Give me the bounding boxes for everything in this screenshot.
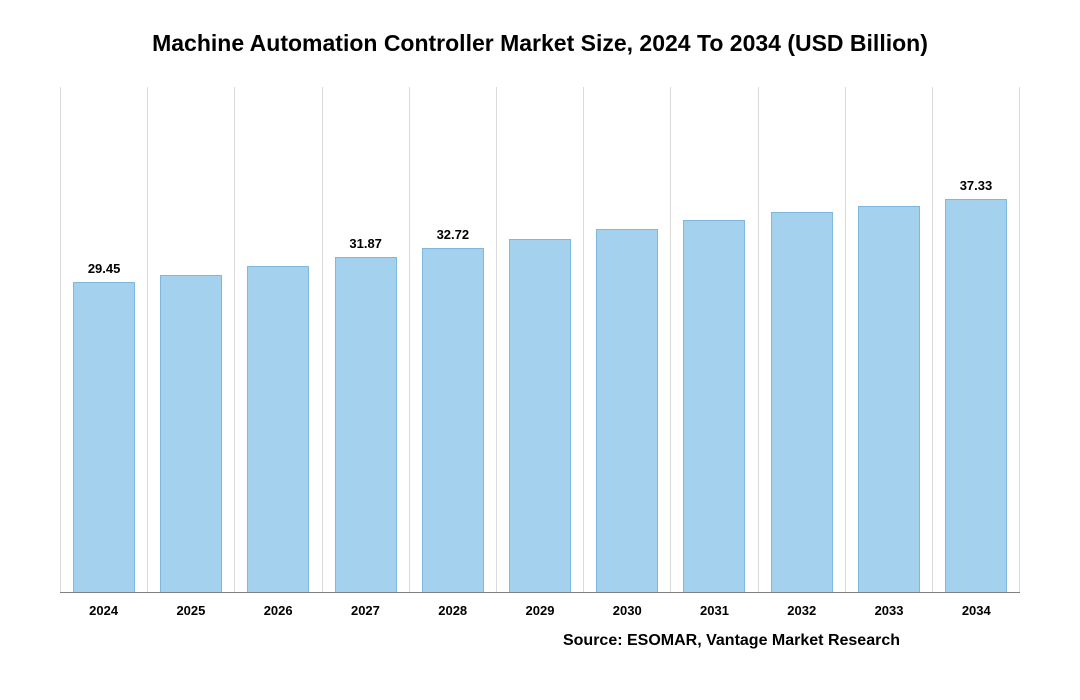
x-axis-label: 2033 <box>845 603 932 618</box>
bar <box>771 212 833 592</box>
x-axis-label: 2034 <box>933 603 1020 618</box>
plot-area: 29.45 31.8732.72 37.33 <box>60 87 1020 593</box>
bar-slot: 31.87 <box>322 87 409 592</box>
bar <box>335 257 397 592</box>
bar-slot <box>670 87 757 592</box>
bar-slot <box>583 87 670 592</box>
bar-slot <box>147 87 234 592</box>
bar <box>945 199 1007 592</box>
bar <box>247 266 309 592</box>
x-axis-labels: 2024202520262027202820292030203120322033… <box>60 603 1020 618</box>
x-axis-label: 2028 <box>409 603 496 618</box>
bar-value-label: 31.87 <box>323 236 409 251</box>
chart-container: Machine Automation Controller Market Siz… <box>0 0 1080 700</box>
bar-slot <box>234 87 321 592</box>
bar <box>596 229 658 592</box>
x-axis-label: 2031 <box>671 603 758 618</box>
bar <box>160 275 222 592</box>
bar <box>73 282 135 592</box>
bar-slot <box>845 87 932 592</box>
bar <box>509 239 571 593</box>
bar-slot: 37.33 <box>932 87 1020 592</box>
bar <box>422 248 484 592</box>
x-axis-label: 2026 <box>235 603 322 618</box>
x-axis-label: 2032 <box>758 603 845 618</box>
bar-value-label: 29.45 <box>61 261 147 276</box>
chart-title: Machine Automation Controller Market Siz… <box>60 30 1020 57</box>
x-axis-label: 2024 <box>60 603 147 618</box>
bar-slot: 29.45 <box>60 87 147 592</box>
bars-wrap: 29.45 31.8732.72 37.33 <box>60 87 1020 592</box>
x-axis-label: 2030 <box>584 603 671 618</box>
x-axis-label: 2025 <box>147 603 234 618</box>
bar-value-label: 32.72 <box>410 227 496 242</box>
x-axis-label: 2027 <box>322 603 409 618</box>
bar <box>858 206 920 592</box>
x-axis-label: 2029 <box>496 603 583 618</box>
bar-slot <box>496 87 583 592</box>
bar-slot <box>758 87 845 592</box>
source-attribution: Source: ESOMAR, Vantage Market Research <box>60 632 1020 650</box>
bar-slot: 32.72 <box>409 87 496 592</box>
bar-value-label: 37.33 <box>933 178 1019 193</box>
bar <box>683 220 745 592</box>
